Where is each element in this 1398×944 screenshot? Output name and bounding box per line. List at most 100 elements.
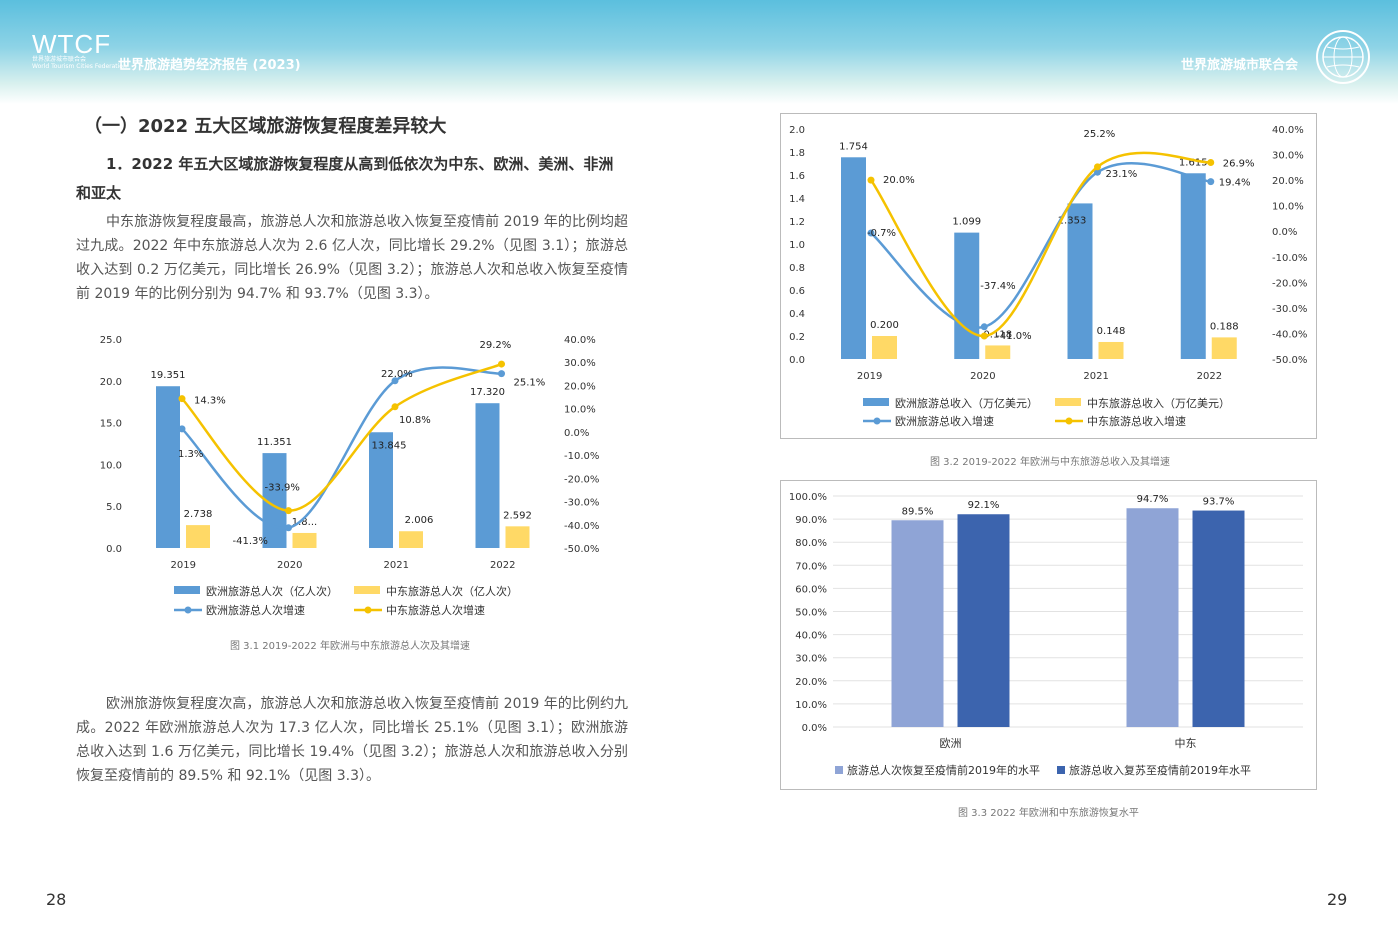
line-series-middle-east bbox=[181, 362, 502, 512]
line-point bbox=[1207, 158, 1215, 166]
right-axis-tick-label: -20.0% bbox=[1272, 278, 1307, 289]
x-axis-tick-label: 2022 bbox=[490, 560, 515, 571]
bar-europe bbox=[1067, 203, 1093, 359]
line-point bbox=[1094, 168, 1101, 176]
bar-data-label: 93.7% bbox=[1203, 497, 1235, 508]
bar-data-label: 1.8... bbox=[292, 517, 317, 528]
legend-swatch bbox=[1055, 398, 1081, 406]
bar-data-label: 89.5% bbox=[902, 506, 934, 517]
report-title: 世界旅游趋势经济报告 (2023) bbox=[118, 58, 301, 73]
bar-revenue-recovery bbox=[1192, 510, 1245, 727]
right-axis-tick-label: 10.0% bbox=[564, 405, 596, 416]
caption-fig-3-3: 图 3.3 2022 年欧洲和中东旅游恢复水平 bbox=[958, 808, 1139, 819]
x-axis-tick-label: 2021 bbox=[384, 560, 409, 571]
chart-fig-3-1: 0.0 5.0 10.0 15.0 20.0 25.0 -50.0% -40.0% -30.0%… bbox=[100, 335, 600, 617]
right-axis-tick-label: -10.0% bbox=[1272, 253, 1307, 264]
paragraph-middle-east: 中东旅游恢复程度最高，旅游总人次和旅游总收入恢复至疫情前 2019 年的比例均超… bbox=[76, 214, 628, 302]
bar-middle-east bbox=[1211, 337, 1237, 359]
x-axis-tick-label: 2020 bbox=[970, 371, 995, 382]
left-axis-tick-label: 0.2 bbox=[789, 332, 805, 343]
line-series-middle-east bbox=[869, 151, 1211, 338]
legend-marker bbox=[184, 606, 192, 614]
bar-europe bbox=[954, 232, 980, 359]
bar-data-label: 92.1% bbox=[968, 500, 1000, 511]
bar-middle-east bbox=[399, 531, 423, 548]
legend-label: 中东旅游总人次（亿人次） bbox=[386, 584, 518, 598]
caption-fig-3-1: 图 3.1 2019-2022 年欧洲与中东旅游总人次及其增速 bbox=[230, 641, 470, 652]
y-axis-tick-label: 80.0% bbox=[795, 538, 827, 549]
line-point bbox=[498, 360, 505, 368]
page-header: WTCF 世界旅游城市联合会 World Tourism Cities Fede… bbox=[0, 0, 1398, 104]
bar-visits-recovery bbox=[891, 520, 944, 727]
right-axis-tick-label: -30.0% bbox=[1272, 304, 1307, 315]
bar-europe bbox=[369, 432, 393, 548]
legend-swatch bbox=[1057, 766, 1065, 774]
wtcf-logo: WTCF 世界旅游城市联合会 World Tourism Cities Fede… bbox=[32, 31, 127, 70]
bar-middle-east bbox=[186, 525, 210, 548]
y-axis-tick-label: 20.0% bbox=[795, 677, 827, 688]
right-axis-tick-label: -10.0% bbox=[564, 451, 599, 462]
line-data-label: -0.7% bbox=[867, 228, 896, 239]
left-axis-tick-label: 1.8 bbox=[789, 148, 805, 159]
right-axis-tick-label: 40.0% bbox=[564, 335, 596, 346]
right-axis-tick-label: 40.0% bbox=[1272, 125, 1304, 136]
line-point bbox=[285, 507, 292, 515]
y-axis-tick-label: 100.0% bbox=[789, 492, 827, 503]
right-axis-tick-label: 20.0% bbox=[564, 381, 596, 392]
left-axis-tick-label: 10.0 bbox=[100, 460, 122, 471]
right-axis-tick-label: 30.0% bbox=[1272, 151, 1304, 162]
bar-data-label: 11.351 bbox=[257, 437, 292, 448]
line-data-label: 22.0% bbox=[381, 369, 413, 380]
organization-name: 世界旅游城市联合会 bbox=[1180, 58, 1298, 73]
line-data-label: 29.2% bbox=[480, 340, 512, 351]
legend-label: 旅游总收入复苏至疫情前2019年水平 bbox=[1069, 763, 1251, 777]
right-axis-tick-label: 10.0% bbox=[1272, 202, 1304, 213]
bar-middle-east bbox=[292, 532, 317, 548]
right-axis-tick-label: 0.0% bbox=[564, 428, 589, 439]
right-axis-tick-label: 30.0% bbox=[564, 358, 596, 369]
line-data-label: 26.9% bbox=[1223, 158, 1255, 169]
page-number-left: 28 bbox=[46, 890, 67, 909]
line-point bbox=[498, 370, 505, 378]
right-axis-tick-label: -20.0% bbox=[564, 474, 599, 485]
line-data-label: -41.0% bbox=[996, 331, 1031, 342]
left-axis-tick-label: 0.6 bbox=[789, 286, 805, 297]
right-axis-tick-label: 0.0% bbox=[1272, 227, 1297, 238]
legend-swatch bbox=[354, 586, 380, 594]
legend-marker bbox=[1065, 417, 1073, 425]
y-axis-tick-label: 50.0% bbox=[795, 608, 827, 619]
legend-label: 欧洲旅游总收入（万亿美元） bbox=[895, 396, 1038, 410]
bar-data-label: 1.353 bbox=[1058, 215, 1087, 226]
chart-fig-3-3: 0.0% 10.0% 20.0% 30.0% 40.0% 50.0% 60.0% 70.0% 8… bbox=[789, 492, 1303, 777]
legend-label: 欧洲旅游总人次增速 bbox=[206, 603, 305, 617]
left-axis-tick-label: 0.0 bbox=[106, 544, 122, 555]
left-axis-tick-label: 5.0 bbox=[106, 502, 122, 513]
globe-emblem-icon bbox=[1316, 30, 1370, 84]
left-axis-tick-label: 0.0 bbox=[789, 355, 805, 366]
y-axis-tick-label: 30.0% bbox=[795, 654, 827, 665]
left-axis-tick-label: 20.0 bbox=[100, 377, 122, 388]
line-series-europe bbox=[870, 161, 1211, 329]
bar-data-label: 13.845 bbox=[372, 440, 407, 451]
legend-swatch bbox=[174, 586, 200, 594]
subsection-title: 1．2022 年五大区域旅游恢复程度从高到低依次为中东、欧洲、美洲、非洲和亚太 bbox=[76, 155, 614, 202]
x-axis-tick-label: 2019 bbox=[171, 560, 196, 571]
x-axis-tick-label: 欧洲 bbox=[940, 737, 962, 750]
line-point bbox=[867, 229, 875, 237]
bar-data-label: 0.200 bbox=[870, 320, 899, 331]
bar-data-label: 1.754 bbox=[839, 141, 868, 152]
line-data-label: 25.2% bbox=[1084, 129, 1116, 140]
y-axis-tick-label: 60.0% bbox=[795, 584, 827, 595]
bar-data-label: 94.7% bbox=[1137, 494, 1169, 505]
line-data-label: -37.4% bbox=[980, 281, 1015, 292]
line-series-europe bbox=[181, 366, 502, 530]
line-data-label: 14.3% bbox=[194, 396, 226, 407]
logo-sub-cn: 世界旅游城市联合会 bbox=[32, 56, 87, 63]
bar-revenue-recovery bbox=[957, 514, 1010, 727]
line-data-label: 20.0% bbox=[883, 175, 915, 186]
bar-middle-east bbox=[505, 526, 530, 548]
y-axis-tick-label: 0.0% bbox=[802, 723, 827, 734]
bar-data-label: 1.615 bbox=[1179, 157, 1208, 168]
legend-label: 旅游总人次恢复至疫情前2019年的水平 bbox=[847, 763, 1040, 777]
section-title: （一）2022 五大区域旅游恢复程度差异较大 bbox=[84, 116, 447, 137]
